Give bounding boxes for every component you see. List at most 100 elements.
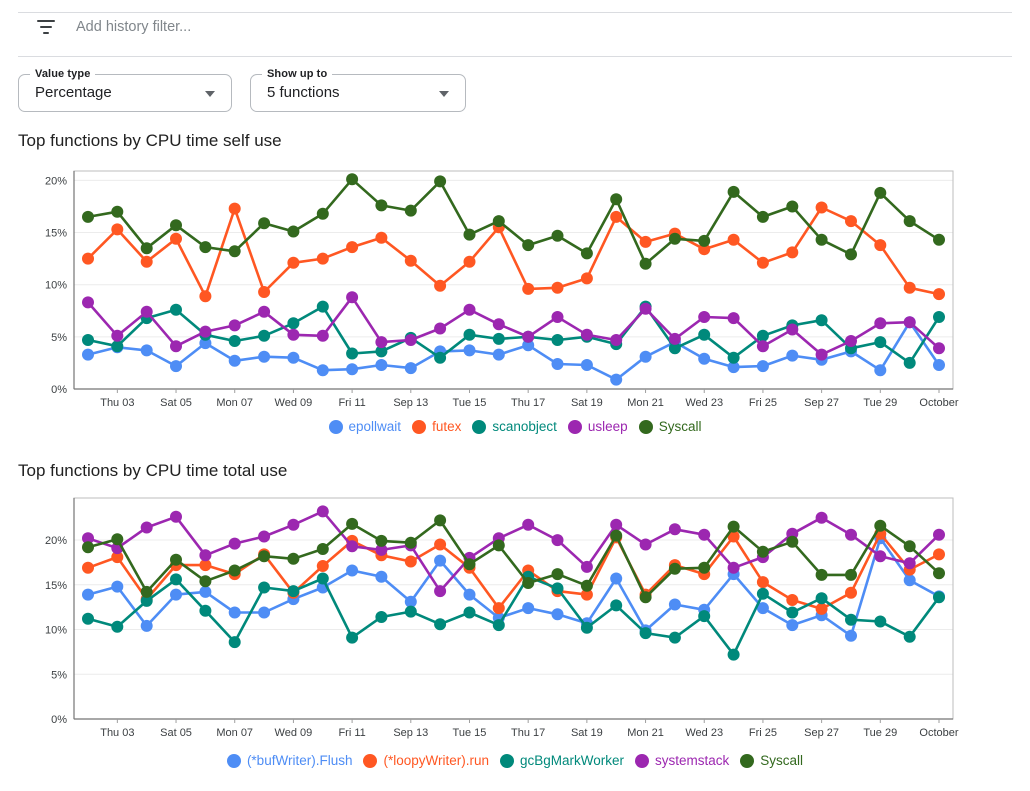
data-point[interactable] <box>434 618 447 631</box>
data-point[interactable] <box>756 210 769 223</box>
data-point[interactable] <box>170 303 182 316</box>
data-point[interactable] <box>228 354 241 367</box>
data-point[interactable] <box>258 581 271 594</box>
data-point[interactable] <box>580 588 593 601</box>
data-point[interactable] <box>815 348 828 361</box>
data-point[interactable] <box>258 286 271 298</box>
data-point[interactable] <box>610 193 623 206</box>
data-point[interactable] <box>82 561 94 574</box>
data-point[interactable] <box>610 599 623 612</box>
data-point[interactable] <box>170 510 182 523</box>
data-point[interactable] <box>580 560 593 573</box>
data-point[interactable] <box>404 555 417 568</box>
data-point[interactable] <box>258 550 271 563</box>
data-point[interactable] <box>375 199 388 212</box>
data-point[interactable] <box>434 279 447 292</box>
data-point[interactable] <box>228 564 241 577</box>
data-point[interactable] <box>756 545 769 558</box>
data-point[interactable] <box>639 538 652 551</box>
data-point[interactable] <box>698 352 711 365</box>
data-point[interactable] <box>316 329 329 342</box>
data-point[interactable] <box>199 241 212 254</box>
data-point[interactable] <box>874 317 887 330</box>
data-point[interactable] <box>434 585 447 598</box>
data-point[interactable] <box>551 334 564 346</box>
data-point[interactable] <box>258 350 271 363</box>
filter-icon[interactable] <box>36 20 56 34</box>
data-point[interactable] <box>111 223 124 236</box>
data-point[interactable] <box>287 256 300 269</box>
data-point[interactable] <box>698 561 711 574</box>
data-point[interactable] <box>551 534 564 547</box>
data-point[interactable] <box>786 619 799 632</box>
data-point[interactable] <box>170 573 182 586</box>
data-point[interactable] <box>874 550 887 563</box>
data-point[interactable] <box>698 234 711 247</box>
data-point[interactable] <box>639 591 652 604</box>
data-point[interactable] <box>668 562 681 575</box>
data-point[interactable] <box>756 360 769 373</box>
data-point[interactable] <box>874 336 887 349</box>
data-point[interactable] <box>199 575 212 588</box>
data-point[interactable] <box>170 232 182 245</box>
data-point[interactable] <box>434 322 447 335</box>
data-point[interactable] <box>610 373 623 386</box>
data-point[interactable] <box>111 533 124 546</box>
data-point[interactable] <box>82 612 94 625</box>
data-point[interactable] <box>580 579 593 592</box>
data-point[interactable] <box>786 349 799 362</box>
data-point[interactable] <box>845 586 857 599</box>
data-point[interactable] <box>903 630 916 643</box>
data-point[interactable] <box>346 631 359 644</box>
data-point[interactable] <box>727 361 740 374</box>
data-point[interactable] <box>756 576 769 589</box>
data-point[interactable] <box>287 518 300 531</box>
data-point[interactable] <box>404 536 417 549</box>
data-point[interactable] <box>375 359 388 371</box>
data-point[interactable] <box>522 330 535 343</box>
data-point[interactable] <box>346 291 359 304</box>
data-point[interactable] <box>492 539 505 552</box>
data-point[interactable] <box>346 241 359 254</box>
data-point[interactable] <box>610 334 623 346</box>
data-point[interactable] <box>727 185 740 198</box>
data-point[interactable] <box>111 620 124 633</box>
data-point[interactable] <box>580 247 593 260</box>
data-point[interactable] <box>316 543 329 555</box>
data-point[interactable] <box>82 541 94 554</box>
data-point[interactable] <box>551 311 564 323</box>
data-point[interactable] <box>316 560 329 572</box>
data-point[interactable] <box>140 255 153 268</box>
data-point[interactable] <box>434 175 447 188</box>
data-point[interactable] <box>551 582 564 595</box>
data-point[interactable] <box>639 257 652 270</box>
show-up-to-select[interactable]: Show up to 5 functions <box>250 68 466 112</box>
data-point[interactable] <box>815 314 828 327</box>
data-point[interactable] <box>463 558 476 571</box>
data-point[interactable] <box>199 290 212 303</box>
data-point[interactable] <box>111 580 124 593</box>
data-point[interactable] <box>845 629 857 642</box>
data-point[interactable] <box>522 339 535 352</box>
data-point[interactable] <box>434 514 447 527</box>
data-point[interactable] <box>668 598 681 611</box>
data-point[interactable] <box>434 351 447 364</box>
data-point[interactable] <box>668 523 681 536</box>
data-point[interactable] <box>727 312 740 325</box>
data-point[interactable] <box>111 205 124 218</box>
data-point[interactable] <box>228 245 241 258</box>
data-point[interactable] <box>903 215 916 228</box>
data-point[interactable] <box>815 568 828 581</box>
data-point[interactable] <box>316 300 329 313</box>
data-point[interactable] <box>404 334 417 346</box>
data-point[interactable] <box>727 233 740 246</box>
data-point[interactable] <box>639 302 652 315</box>
data-point[interactable] <box>287 225 300 238</box>
data-point[interactable] <box>170 588 182 601</box>
data-point[interactable] <box>111 551 124 564</box>
data-point[interactable] <box>580 272 593 285</box>
data-point[interactable] <box>82 334 94 346</box>
data-point[interactable] <box>522 577 535 589</box>
data-point[interactable] <box>199 549 212 562</box>
data-point[interactable] <box>228 319 241 332</box>
